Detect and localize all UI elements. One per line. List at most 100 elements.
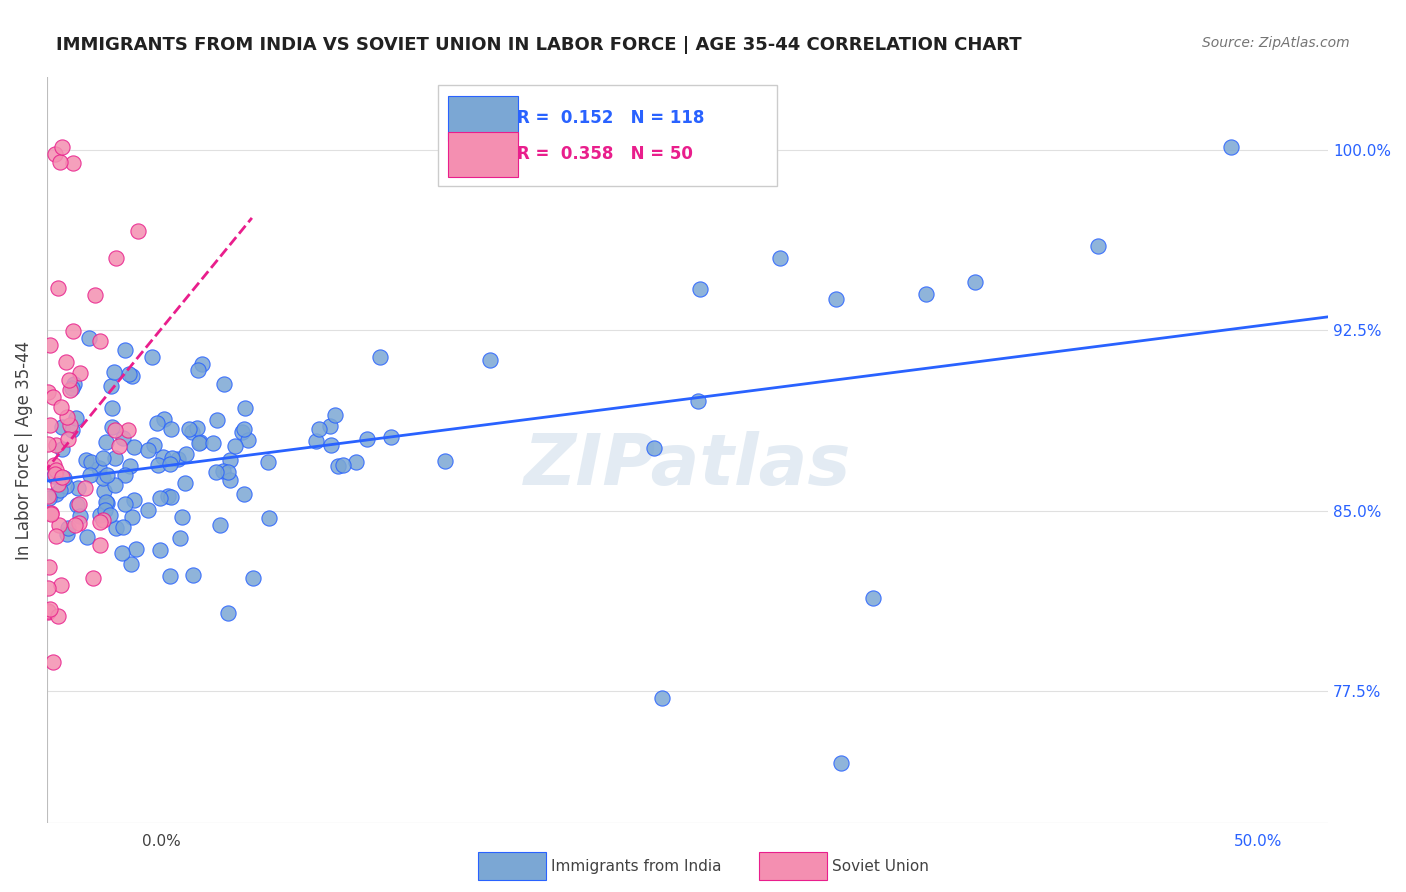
Point [51, 470, 73, 484]
Point [37, 436, 59, 450]
Point [60, 423, 83, 437]
Point [963, 275, 986, 289]
Point [114, 343, 136, 357]
Point [93, 483, 115, 498]
Point [127, 224, 149, 238]
Point [104, 450, 127, 465]
Point [96, 467, 118, 482]
Point [65, 498, 87, 512]
Point [55, 527, 77, 541]
Point [257, 455, 280, 469]
Point [56, 409, 79, 424]
Point [332, 458, 354, 473]
Point [51, 578, 73, 592]
Point [479, 352, 502, 367]
Point [58, 432, 80, 446]
Point [862, 591, 884, 605]
Point [87, 461, 110, 475]
Point [59, 417, 82, 432]
Point [236, 434, 259, 448]
Point [104, 423, 127, 437]
Point [51, 442, 73, 456]
Point [37, 604, 59, 618]
Point [75, 481, 97, 495]
Point [83, 287, 105, 301]
Point [103, 365, 125, 379]
Point [319, 438, 342, 452]
Point [190, 357, 212, 371]
Point [75, 453, 97, 467]
Point [141, 350, 163, 364]
Point [174, 475, 197, 490]
Point [65, 411, 87, 425]
Point [59, 384, 82, 398]
FancyBboxPatch shape [437, 85, 778, 186]
Point [122, 492, 145, 507]
Point [45, 438, 67, 452]
Point [356, 432, 378, 446]
Point [103, 477, 125, 491]
Point [42, 468, 65, 483]
Point [124, 542, 146, 557]
Point [118, 368, 141, 382]
Point [48, 477, 70, 491]
Point [181, 567, 204, 582]
Point [100, 379, 122, 393]
Point [434, 454, 457, 468]
Point [169, 532, 191, 546]
Point [208, 518, 231, 533]
Point [308, 422, 330, 436]
Point [63, 518, 86, 533]
Point [825, 292, 848, 306]
Point [104, 251, 127, 265]
Point [689, 282, 711, 296]
Point [651, 691, 673, 706]
Point [94, 495, 117, 509]
Point [368, 350, 391, 364]
Point [224, 439, 246, 453]
Point [181, 425, 204, 439]
Point [48, 154, 70, 169]
Point [38, 491, 60, 505]
Text: Soviet Union: Soviet Union [832, 859, 929, 873]
Point [45, 462, 67, 476]
Point [89, 508, 111, 523]
Point [914, 287, 936, 301]
Text: ZIPatlas: ZIPatlas [524, 431, 851, 500]
Point [1087, 239, 1109, 253]
Point [233, 401, 256, 416]
Point [188, 434, 211, 449]
Point [55, 478, 77, 492]
Point [118, 458, 141, 473]
Point [91, 450, 114, 465]
Point [49, 400, 72, 414]
Point [44, 467, 66, 482]
Point [114, 497, 136, 511]
Point [149, 491, 172, 505]
FancyBboxPatch shape [449, 96, 519, 141]
Point [257, 511, 280, 525]
Point [160, 490, 183, 504]
Point [218, 473, 240, 487]
Point [67, 516, 90, 530]
Point [44, 147, 66, 161]
Point [42, 655, 65, 669]
Point [45, 486, 67, 500]
Point [104, 521, 127, 535]
Point [100, 401, 122, 415]
Point [82, 571, 104, 585]
Text: R =  0.152   N = 118: R = 0.152 N = 118 [517, 110, 704, 128]
FancyBboxPatch shape [449, 132, 519, 177]
Point [156, 489, 179, 503]
Point [1219, 140, 1241, 154]
Point [643, 441, 665, 455]
Point [55, 355, 77, 369]
Point [48, 518, 70, 533]
Point [91, 471, 114, 485]
Point [67, 497, 90, 511]
Point [96, 496, 118, 510]
Point [100, 508, 122, 522]
Point [89, 515, 111, 529]
Point [233, 487, 256, 501]
Point [344, 455, 367, 469]
